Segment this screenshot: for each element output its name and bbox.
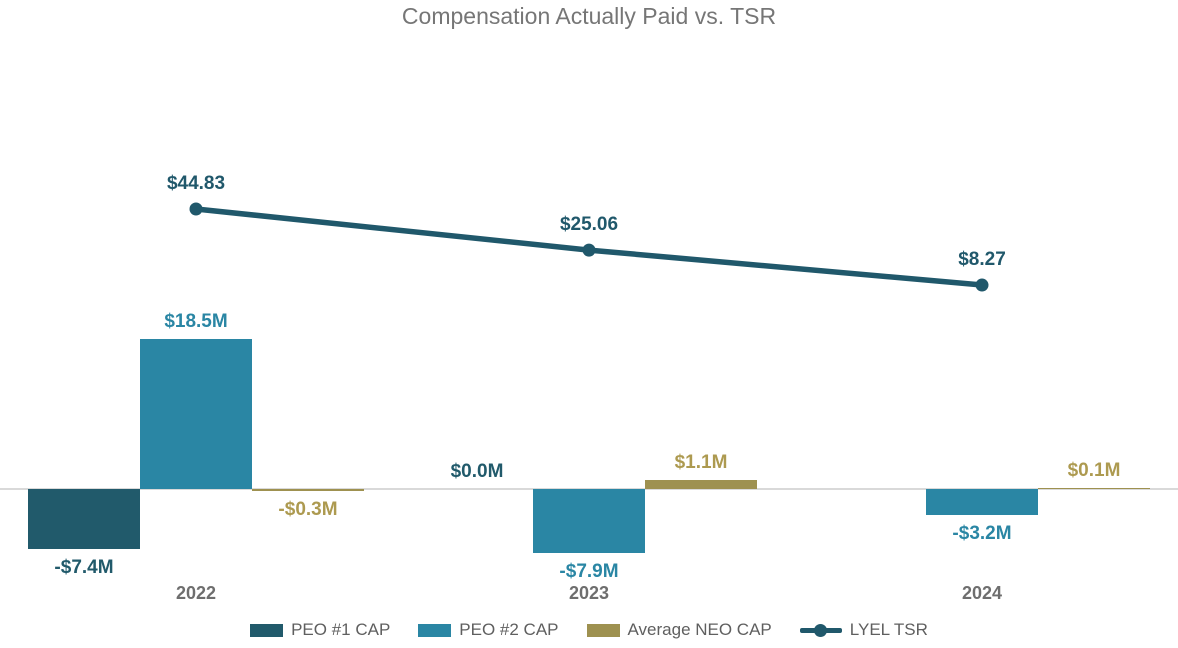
legend-label-lyel-tsr: LYEL TSR	[849, 620, 928, 639]
tsr-point-2023	[582, 243, 596, 257]
tsr-label-2024: $8.27	[958, 249, 1006, 271]
legend-item-average-neo-cap: Average NEO CAP	[586, 620, 772, 640]
data-label-peo-1-cap-2023: $0.0M	[450, 461, 504, 482]
legend-item-peo-2-cap: PEO #2 CAP	[418, 620, 559, 640]
data-label-average-neo-cap-2022: -$0.3M	[278, 499, 338, 521]
legend-item-peo-1-cap: PEO #1 CAP	[250, 620, 390, 640]
legend-label-peo-1-cap: PEO #1 CAP	[291, 620, 391, 639]
legend-swatch-average-neo-cap	[586, 623, 620, 637]
year-label-2023: 2023	[568, 583, 610, 603]
year-label-2022: 2022	[175, 583, 217, 603]
data-label-average-neo-cap-2024: $0.1M	[1067, 460, 1121, 481]
legend-item-lyel-tsr: LYEL TSR	[799, 620, 928, 640]
chart-title: Compensation Actually Paid vs. TSR	[401, 3, 777, 29]
legend-line-marker-icon	[799, 623, 842, 637]
legend-swatch-peo-1-cap	[250, 623, 284, 637]
legend-label-peo-2-cap: PEO #2 CAP	[459, 620, 559, 639]
bar-peo-2-cap-2024	[926, 489, 1038, 515]
bar-average-neo-cap-2024	[1038, 488, 1150, 489]
bar-peo-1-cap-2022	[28, 489, 140, 549]
data-label-peo-2-cap-2024: -$3.2M	[952, 522, 1012, 544]
bar-peo-2-cap-2022	[140, 339, 252, 489]
legend-label-average-neo-cap: Average NEO CAP	[627, 620, 772, 639]
tsr-label-2023: $25.06	[559, 214, 619, 236]
year-label-2024: 2024	[961, 583, 1003, 603]
data-label-peo-1-cap-2022: -$7.4M	[54, 556, 114, 578]
bar-average-neo-cap-2022	[252, 489, 364, 492]
data-label-peo-2-cap-2023: -$7.9M	[559, 560, 619, 582]
bar-peo-2-cap-2023	[533, 489, 645, 553]
tsr-point-2024	[975, 278, 989, 292]
data-label-average-neo-cap-2023: $1.1M	[674, 452, 728, 474]
tsr-label-2022: $44.83	[166, 173, 226, 194]
legend-swatch-peo-2-cap	[418, 623, 452, 637]
legend-line-dot	[813, 623, 827, 637]
data-label-peo-2-cap-2022: $18.5M	[164, 311, 228, 333]
bar-average-neo-cap-2023	[645, 480, 757, 489]
legend: PEO #1 CAP PEO #2 CAP Average NEO CAP LYEL …	[0, 620, 1178, 640]
tsr-point-2022	[189, 202, 203, 216]
